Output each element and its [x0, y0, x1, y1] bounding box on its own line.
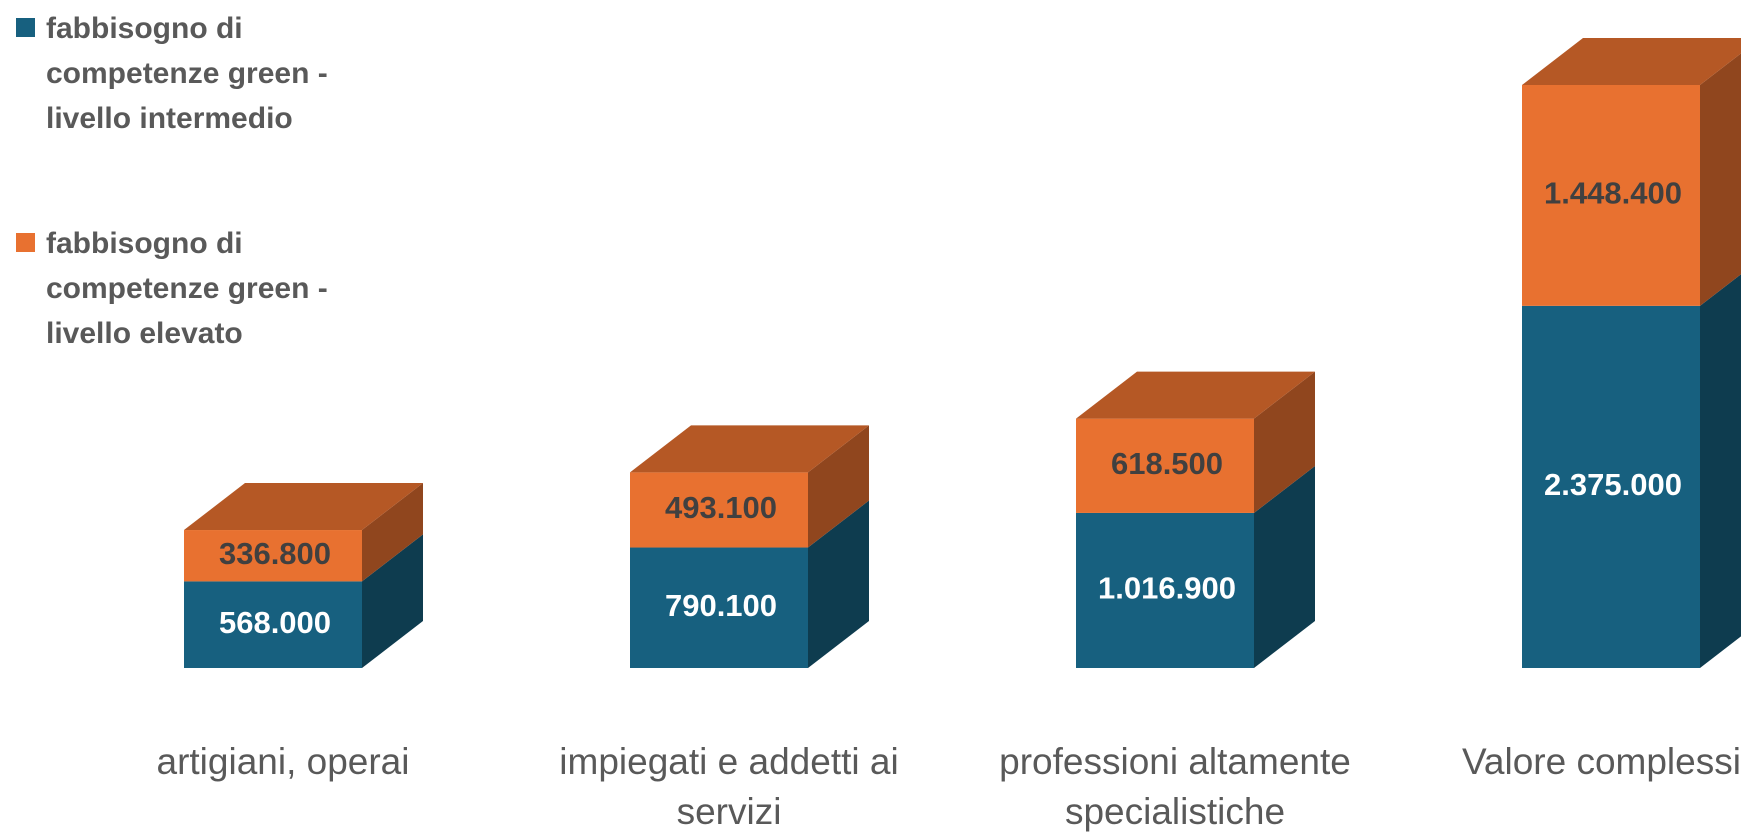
bar-top [1076, 371, 1315, 419]
legend-swatch [16, 18, 35, 37]
bar-side [362, 534, 423, 668]
legend-label: fabbisogno di competenze green - livello… [46, 12, 328, 135]
bar [1522, 85, 1700, 306]
x-tick-label: Valore complessivo [1461, 741, 1741, 782]
legend-swatch [16, 233, 35, 252]
legend-item: fabbisogno di competenze green - livello… [16, 221, 356, 356]
legend-item: fabbisogno di competenze green - livello… [16, 6, 356, 141]
x-tick-label: professioni altamente specialistiche [999, 741, 1351, 832]
bar [1522, 305, 1700, 668]
bar-top [184, 483, 423, 531]
value-label: 336.800 [219, 536, 331, 571]
bar [630, 547, 808, 668]
bar-top [1522, 38, 1741, 85]
bar-top [630, 425, 869, 473]
bar-side [808, 425, 869, 548]
bar [1076, 512, 1254, 668]
bar-side [1700, 274, 1741, 668]
bar-side [1254, 371, 1315, 513]
bar-side [362, 483, 423, 582]
bar [184, 530, 362, 582]
bar-side [1254, 465, 1315, 668]
value-label: 1.016.900 [1098, 571, 1236, 606]
value-label: 618.500 [1111, 446, 1223, 481]
value-label: 493.100 [665, 490, 777, 525]
bar [1076, 418, 1254, 513]
bar [184, 581, 362, 668]
value-label: 1.448.400 [1544, 176, 1682, 211]
value-label: 568.000 [219, 605, 331, 640]
bar [630, 472, 808, 548]
x-tick-label: impiegati e addetti ai servizi [559, 741, 899, 832]
x-tick-label: artigiani, operai [156, 741, 410, 782]
value-label: 790.100 [665, 588, 777, 623]
bar-side [1700, 53, 1741, 306]
value-label: 2.375.000 [1544, 467, 1682, 502]
legend-label: fabbisogno di competenze green - livello… [46, 227, 328, 350]
bar-side [808, 500, 869, 668]
